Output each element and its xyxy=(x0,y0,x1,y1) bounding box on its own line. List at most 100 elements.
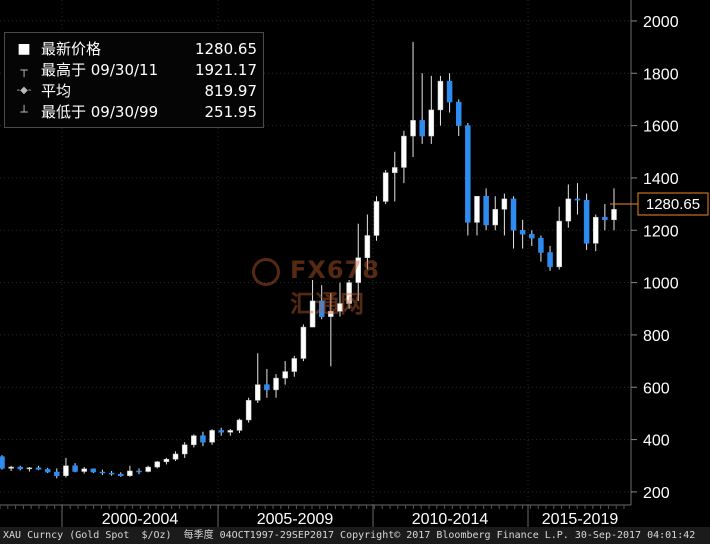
candle-body-up xyxy=(355,257,361,283)
candle xyxy=(547,245,553,271)
candle xyxy=(44,467,51,474)
candle-body-up xyxy=(373,201,380,236)
candle xyxy=(328,293,334,367)
candle xyxy=(227,429,234,436)
candle xyxy=(63,457,69,478)
candle-body-up xyxy=(245,400,252,421)
candle-body-down xyxy=(574,198,581,201)
y-tick-label: 1200 xyxy=(643,223,679,240)
y-tick-label: 2000 xyxy=(643,14,679,31)
candle-body-down xyxy=(108,472,115,475)
legend-row-average: -◆- 平均 819.97 xyxy=(5,81,263,101)
candle-body-up xyxy=(337,303,343,312)
candle-body-up xyxy=(63,465,69,476)
candle-body-down xyxy=(136,470,142,473)
candle-body-up xyxy=(291,358,298,372)
candle-body-up xyxy=(364,235,371,258)
candle-body-up xyxy=(428,109,435,137)
candle xyxy=(592,214,599,252)
candle xyxy=(392,151,398,202)
candle xyxy=(200,431,206,447)
square-icon: ■ xyxy=(17,41,31,57)
candle-body-down xyxy=(54,471,60,476)
candle-body-down xyxy=(519,230,526,235)
candle-body-down xyxy=(465,125,471,223)
candle xyxy=(574,183,581,215)
candle xyxy=(337,282,343,317)
y-tick-label: 1800 xyxy=(643,66,679,83)
legend-value: 1280.65 xyxy=(194,40,257,58)
candle-body-down xyxy=(419,120,425,137)
candle-body-up xyxy=(273,377,279,391)
legend-row-high: ┬ 最高于 09/30/11 1921.17 xyxy=(5,60,263,80)
candle xyxy=(117,472,124,477)
candle-body-down xyxy=(529,233,535,239)
y-tick-label: 1000 xyxy=(643,276,679,293)
candle xyxy=(465,122,471,236)
candle xyxy=(282,361,288,385)
candle xyxy=(364,214,371,270)
candle-body-up xyxy=(163,458,170,463)
candle xyxy=(291,355,298,377)
candle-body-up xyxy=(501,198,508,210)
y-tick-label: 1600 xyxy=(643,119,679,136)
legend-name: 最新价格 xyxy=(41,40,102,58)
candle xyxy=(209,429,215,445)
candle xyxy=(455,99,462,137)
x-period-label: 2010-2014 xyxy=(412,511,489,528)
candle xyxy=(181,442,188,458)
candle-body-up xyxy=(282,371,288,379)
candle-body-down xyxy=(446,80,453,103)
last-price-marker: 1280.65 xyxy=(610,192,709,216)
candle xyxy=(245,397,252,423)
candle-body-down xyxy=(218,430,224,433)
y-tick-label: 1400 xyxy=(643,171,679,188)
candle-body-up xyxy=(401,135,407,168)
candle xyxy=(346,279,352,309)
last-price-label: 1280.65 xyxy=(646,196,700,213)
candle xyxy=(90,468,97,474)
candle-body-down xyxy=(583,199,590,244)
candle xyxy=(35,465,42,471)
candle-body-down xyxy=(200,435,206,443)
candle xyxy=(401,130,407,184)
candle xyxy=(26,467,33,472)
y-axis: 200 400 600 800 1000 1200 1400 1600 1800 2000 xyxy=(630,0,679,505)
candle-body-down xyxy=(44,469,51,473)
candle xyxy=(501,193,508,236)
candle xyxy=(172,451,179,462)
x-period-label: 2005-2009 xyxy=(257,511,334,528)
candle xyxy=(264,368,270,398)
candle xyxy=(373,196,380,241)
candle xyxy=(519,219,526,249)
candle xyxy=(428,75,435,144)
legend-value: 1921.17 xyxy=(194,61,257,79)
candle-body-down xyxy=(602,216,608,221)
candle-body-up xyxy=(145,466,151,472)
average-marker-icon: -◆- xyxy=(16,85,32,96)
candle-body-up xyxy=(26,467,33,470)
candle xyxy=(410,41,416,157)
candle xyxy=(382,170,389,205)
legend-name: 平均 xyxy=(41,82,72,100)
candle-body-up xyxy=(474,195,480,223)
candle-body-up xyxy=(328,311,334,317)
candle xyxy=(300,324,307,362)
candle-body-up xyxy=(492,209,499,226)
candle-body-up xyxy=(382,172,389,202)
candle-body-down xyxy=(264,384,270,391)
watermark-logo-icon xyxy=(252,258,280,286)
candle-body-down xyxy=(510,198,517,231)
candle-body-down xyxy=(117,473,124,476)
candle xyxy=(318,285,325,320)
candle-body-down xyxy=(483,195,489,226)
candle xyxy=(163,457,170,465)
candle xyxy=(510,196,517,249)
candle xyxy=(54,468,60,479)
candle xyxy=(556,206,562,270)
candle xyxy=(309,279,316,328)
candle xyxy=(474,195,480,236)
candle-body-up xyxy=(565,198,572,222)
candle xyxy=(81,467,87,474)
candle-body-up xyxy=(410,120,416,137)
